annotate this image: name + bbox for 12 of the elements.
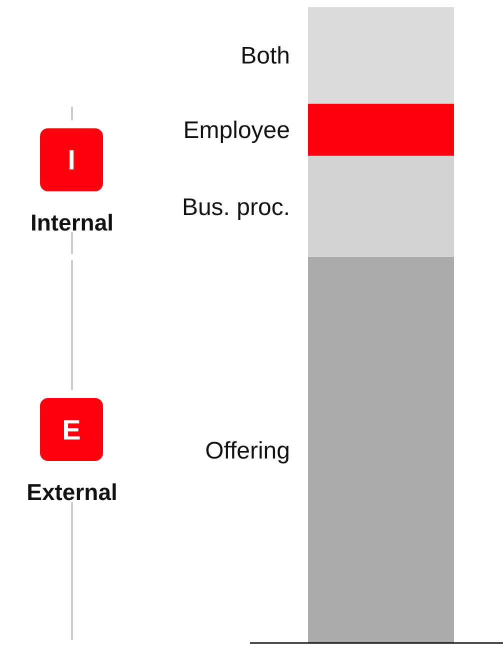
series-label: Bus. proc. xyxy=(182,194,290,221)
text: Internal xyxy=(30,209,114,236)
series-label: Offering xyxy=(205,437,290,464)
bar xyxy=(308,156,454,257)
bar xyxy=(308,104,454,156)
series-label: Both xyxy=(240,42,290,70)
bar xyxy=(308,256,454,643)
rounded-square-badge: I xyxy=(40,128,103,192)
text: External xyxy=(26,479,118,506)
bar xyxy=(308,7,454,104)
series-label: Employee xyxy=(183,117,290,144)
rounded-square-badge: E xyxy=(40,398,103,461)
